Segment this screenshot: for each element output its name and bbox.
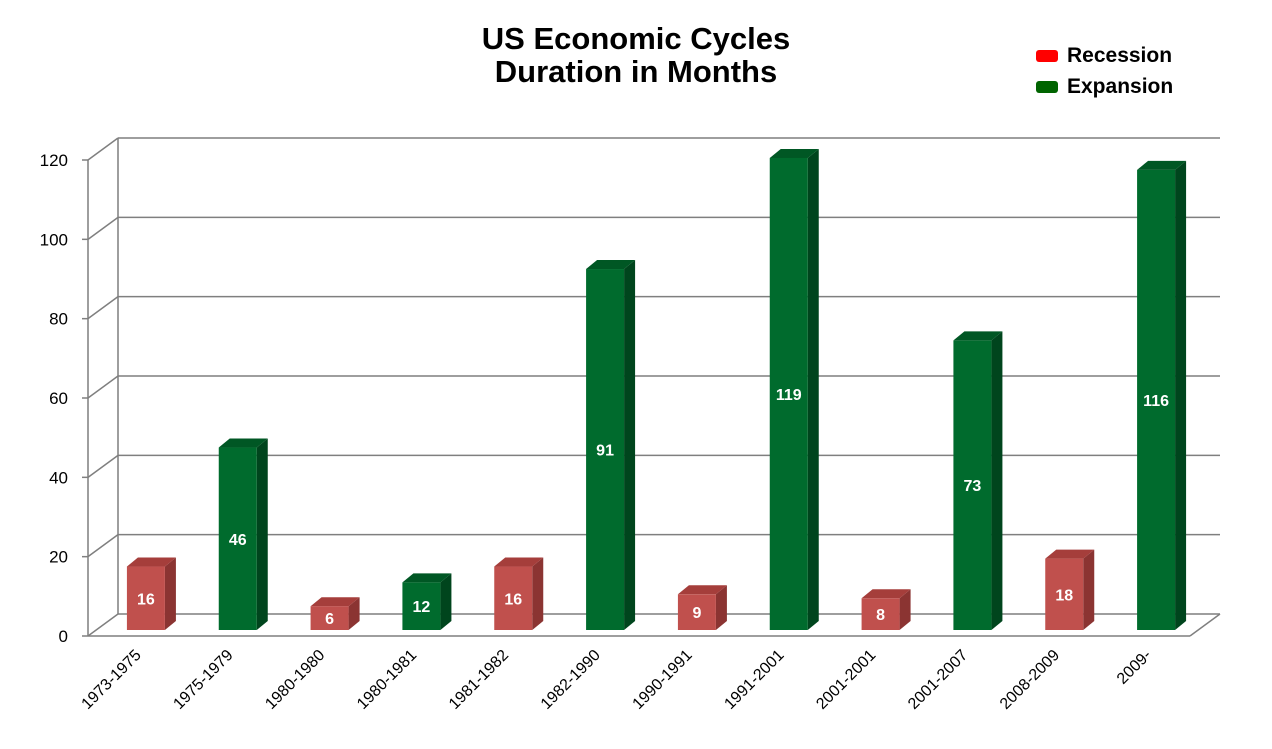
gridline-slant bbox=[87, 534, 119, 558]
bar bbox=[218, 447, 257, 630]
bar-side bbox=[991, 331, 1003, 630]
bar-top bbox=[586, 260, 636, 270]
bar-top bbox=[218, 438, 268, 448]
bar-value-label: 116 bbox=[1143, 393, 1169, 410]
x-tick-label: 1975-1979 bbox=[170, 647, 236, 713]
x-tick-label: 2009- bbox=[1114, 647, 1155, 688]
bar-side bbox=[715, 585, 727, 630]
bar-top bbox=[126, 557, 176, 567]
bar-value-label: 119 bbox=[776, 387, 802, 404]
x-tick-label: 1981-1982 bbox=[446, 647, 512, 713]
x-tick-label: 1991-2001 bbox=[721, 647, 787, 713]
x-tick-label: 2001-2001 bbox=[813, 647, 879, 713]
y-tick-label: 100 bbox=[40, 230, 68, 249]
bar-side bbox=[624, 260, 636, 630]
legend-swatch-recession bbox=[1036, 49, 1058, 62]
bar-side bbox=[256, 438, 268, 630]
chart-legend: Recession Expansion bbox=[1036, 40, 1173, 102]
x-tick-label: 1980-1981 bbox=[354, 647, 420, 713]
bar-value-label: 16 bbox=[137, 591, 155, 608]
y-tick-label: 0 bbox=[59, 627, 68, 646]
bar-top bbox=[1137, 160, 1187, 170]
legend-item-expansion: Expansion bbox=[1036, 71, 1173, 102]
legend-label-expansion: Expansion bbox=[1067, 74, 1174, 98]
bar-side bbox=[440, 573, 452, 630]
bar bbox=[677, 594, 716, 630]
y-tick-label: 40 bbox=[49, 468, 68, 487]
bar-value-label: 91 bbox=[596, 443, 614, 460]
legend-swatch-expansion bbox=[1036, 80, 1058, 93]
y-tick-label: 20 bbox=[49, 548, 68, 567]
bar-value-label: 16 bbox=[504, 591, 522, 608]
bar bbox=[494, 566, 533, 630]
bar-side bbox=[899, 589, 911, 630]
x-tick-label: 1980-1980 bbox=[262, 647, 328, 713]
bar-top bbox=[953, 331, 1003, 341]
bar bbox=[586, 269, 625, 630]
gridline-slant bbox=[87, 137, 119, 161]
y-tick-label: 80 bbox=[49, 310, 68, 329]
bar bbox=[861, 598, 900, 630]
legend-item-recession: Recession bbox=[1036, 40, 1173, 71]
floor-right-edge bbox=[1189, 613, 1221, 637]
x-tick-label: 2001-2007 bbox=[905, 647, 971, 713]
bar-value-label: 46 bbox=[229, 532, 247, 549]
gridline-slant bbox=[87, 613, 119, 637]
x-tick-label: 2008-2009 bbox=[997, 647, 1063, 713]
bar-side bbox=[348, 597, 360, 630]
bar bbox=[769, 157, 808, 630]
x-tick-label: 1973-1975 bbox=[79, 647, 145, 713]
gridline-slant bbox=[87, 216, 119, 240]
bar-side bbox=[1083, 549, 1095, 630]
bar-top bbox=[402, 573, 452, 583]
bar-side bbox=[807, 148, 819, 630]
chart-title-line-1: US Economic Cycles bbox=[481, 21, 791, 56]
bar-side bbox=[1175, 160, 1187, 630]
bar-top bbox=[494, 557, 544, 567]
bar-value-label: 9 bbox=[692, 605, 701, 622]
bar-top bbox=[677, 585, 727, 595]
bar-value-label: 8 bbox=[876, 607, 885, 624]
bar bbox=[126, 566, 165, 630]
bar-value-label: 12 bbox=[413, 599, 431, 616]
bar-value-label: 6 bbox=[325, 611, 334, 628]
legend-label-recession: Recession bbox=[1067, 43, 1173, 67]
gridline-slant bbox=[87, 454, 119, 478]
bar-side bbox=[532, 557, 544, 630]
gridline-slant bbox=[87, 375, 119, 399]
bar-top bbox=[861, 589, 911, 599]
bar-top bbox=[310, 597, 360, 607]
bar-value-label: 18 bbox=[1055, 587, 1073, 604]
bar bbox=[310, 606, 349, 630]
bar-value-label: 73 bbox=[964, 478, 982, 495]
gridline-slant bbox=[87, 296, 119, 320]
y-tick-label: 60 bbox=[49, 389, 68, 408]
bar bbox=[402, 582, 441, 630]
chart-title-line-2: Duration in Months bbox=[494, 54, 778, 89]
x-tick-label: 1982-1990 bbox=[538, 647, 604, 713]
bar bbox=[1045, 558, 1084, 630]
bar-top bbox=[1045, 549, 1095, 559]
y-tick-label: 120 bbox=[40, 151, 68, 170]
bar bbox=[1137, 169, 1176, 630]
bar bbox=[953, 340, 992, 630]
x-tick-label: 1990-1991 bbox=[630, 647, 696, 713]
bar-top bbox=[769, 148, 819, 158]
bar-side bbox=[164, 557, 176, 630]
chart-title: US Economic Cycles Duration in Months bbox=[386, 22, 886, 88]
